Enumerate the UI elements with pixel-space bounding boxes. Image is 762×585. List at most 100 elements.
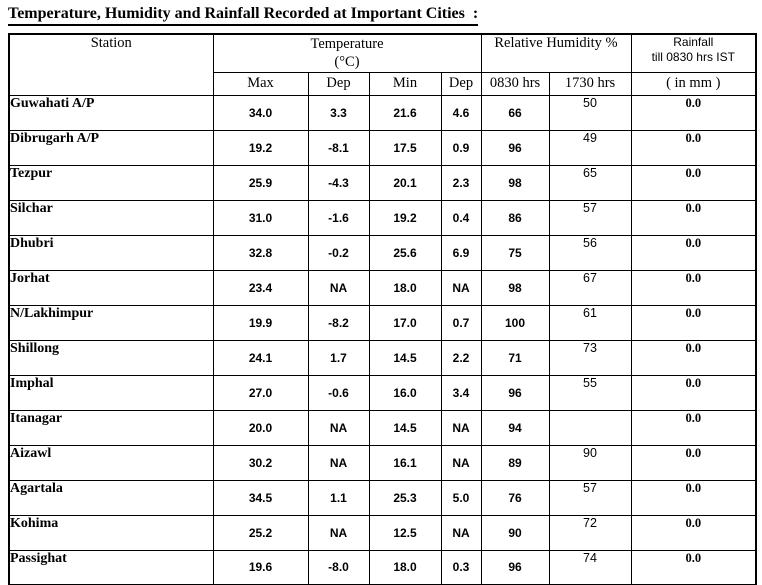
- station-cell: Shillong: [8, 339, 214, 376]
- station-cell: Silchar: [8, 199, 214, 236]
- temperature-group-header: Temperature (°C): [212, 33, 482, 73]
- min-temp-cell: 25.3: [368, 479, 442, 516]
- station-cell: Itanagar: [8, 409, 214, 446]
- table-row: Shillong 24.1 1.7 14.5 2.2 71 73 0.0: [8, 339, 757, 376]
- humidity-1730-cell: 56: [548, 234, 632, 271]
- min-dep-cell: 0.3: [440, 549, 482, 585]
- rainfall-label: Rainfall: [673, 35, 714, 49]
- min-dep-cell: 0.9: [440, 129, 482, 166]
- header-row-groups: Station Temperature (°C) Relative Humidi…: [8, 33, 757, 96]
- min-dep-cell: 5.0: [440, 479, 482, 516]
- min-dep-cell: NA: [440, 269, 482, 306]
- min-temp-cell: 18.0: [368, 269, 442, 306]
- rainfall-cell: 0.0: [630, 514, 757, 551]
- humidity-1730-cell: 65: [548, 164, 632, 201]
- min-dep-cell: NA: [440, 444, 482, 481]
- max-temp-cell: 23.4: [212, 269, 309, 306]
- humidity-1730-cell: 57: [548, 199, 632, 236]
- max-temp-cell: 19.6: [212, 549, 309, 585]
- min-temp-cell: 14.5: [368, 409, 442, 446]
- max-dep-cell: -8.2: [307, 304, 370, 341]
- max-dep-cell: 1.7: [307, 339, 370, 376]
- rainfall-cell: 0.0: [630, 164, 757, 201]
- table-row: Tezpur 25.9 -4.3 20.1 2.3 98 65 0.0: [8, 164, 757, 201]
- rainfall-cell: 0.0: [630, 94, 757, 131]
- humidity-1730-cell: 90: [548, 444, 632, 481]
- humidity-0830-cell: 96: [480, 129, 550, 166]
- table-row: Itanagar 20.0 NA 14.5 NA 94 0.0: [8, 409, 757, 446]
- rainfall-cell: 0.0: [630, 549, 757, 585]
- max-temp-cell: 30.2: [212, 444, 309, 481]
- station-cell: Imphal: [8, 374, 214, 411]
- table-row: N/Lakhimpur 19.9 -8.2 17.0 0.7 100 61 0.…: [8, 304, 757, 341]
- humidity-1730-cell: 49: [548, 129, 632, 166]
- humidity-0830-cell: 98: [480, 269, 550, 306]
- max-dep-cell: -1.6: [307, 199, 370, 236]
- table-row: Agartala 34.5 1.1 25.3 5.0 76 57 0.0: [8, 479, 757, 516]
- table-row: Kohima 25.2 NA 12.5 NA 90 72 0.0: [8, 514, 757, 551]
- humidity-0830-cell: 98: [480, 164, 550, 201]
- min-dep-cell: 6.9: [440, 234, 482, 271]
- dep-min-column-header: Dep: [440, 71, 482, 96]
- max-temp-cell: 25.9: [212, 164, 309, 201]
- station-cell: Aizawl: [8, 444, 214, 481]
- min-column-header: Min: [368, 71, 442, 96]
- humidity-1730-cell: 73: [548, 339, 632, 376]
- station-cell: Dhubri: [8, 234, 214, 271]
- humidity-1730-cell: 67: [548, 269, 632, 306]
- min-dep-cell: NA: [440, 409, 482, 446]
- rainfall-cell: 0.0: [630, 199, 757, 236]
- max-dep-cell: NA: [307, 269, 370, 306]
- rainfall-cell: 0.0: [630, 234, 757, 271]
- humidity-1730-cell: 50: [548, 94, 632, 131]
- max-temp-cell: 19.2: [212, 129, 309, 166]
- max-dep-cell: -8.1: [307, 129, 370, 166]
- humidity-0830-cell: 76: [480, 479, 550, 516]
- max-temp-cell: 24.1: [212, 339, 309, 376]
- rainfall-cell: 0.0: [630, 129, 757, 166]
- min-temp-cell: 19.2: [368, 199, 442, 236]
- rainfall-cell: 0.0: [630, 374, 757, 411]
- humidity-0830-cell: 89: [480, 444, 550, 481]
- humidity-0830-cell: 66: [480, 94, 550, 131]
- humidity-1730-cell: 72: [548, 514, 632, 551]
- station-column-header: Station: [8, 33, 214, 96]
- max-dep-cell: NA: [307, 444, 370, 481]
- table-row: Silchar 31.0 -1.6 19.2 0.4 86 57 0.0: [8, 199, 757, 236]
- humidity-1730-column-header: 1730 hrs: [548, 71, 632, 96]
- min-temp-cell: 17.0: [368, 304, 442, 341]
- max-temp-cell: 34.0: [212, 94, 309, 131]
- table-header: Station Temperature (°C) Relative Humidi…: [8, 33, 757, 96]
- min-dep-cell: 2.3: [440, 164, 482, 201]
- min-dep-cell: NA: [440, 514, 482, 551]
- table-body: Guwahati A/P 34.0 3.3 21.6 4.6 66 50 0.0…: [8, 94, 757, 585]
- station-cell: Guwahati A/P: [8, 94, 214, 131]
- station-cell: Kohima: [8, 514, 214, 551]
- min-temp-cell: 12.5: [368, 514, 442, 551]
- max-dep-cell: -0.2: [307, 234, 370, 271]
- rainfall-group-header: Rainfall till 0830 hrs IST: [630, 33, 757, 73]
- rainfall-cell: 0.0: [630, 339, 757, 376]
- table-row: Imphal 27.0 -0.6 16.0 3.4 96 55 0.0: [8, 374, 757, 411]
- station-cell: Agartala: [8, 479, 214, 516]
- max-temp-cell: 19.9: [212, 304, 309, 341]
- humidity-0830-column-header: 0830 hrs: [480, 71, 550, 96]
- humidity-1730-cell: [548, 409, 632, 446]
- max-dep-cell: -4.3: [307, 164, 370, 201]
- max-temp-cell: 32.8: [212, 234, 309, 271]
- min-dep-cell: 0.4: [440, 199, 482, 236]
- min-dep-cell: 3.4: [440, 374, 482, 411]
- min-temp-cell: 17.5: [368, 129, 442, 166]
- max-temp-cell: 27.0: [212, 374, 309, 411]
- max-dep-cell: 3.3: [307, 94, 370, 131]
- max-temp-cell: 20.0: [212, 409, 309, 446]
- min-dep-cell: 0.7: [440, 304, 482, 341]
- max-dep-cell: -8.0: [307, 549, 370, 585]
- humidity-group-header: Relative Humidity %: [480, 33, 632, 73]
- humidity-0830-cell: 100: [480, 304, 550, 341]
- humidity-1730-cell: 74: [548, 549, 632, 585]
- station-cell: Jorhat: [8, 269, 214, 306]
- table-row: Dibrugarh A/P 19.2 -8.1 17.5 0.9 96 49 0…: [8, 129, 757, 166]
- rainfall-cell: 0.0: [630, 444, 757, 481]
- station-cell: N/Lakhimpur: [8, 304, 214, 341]
